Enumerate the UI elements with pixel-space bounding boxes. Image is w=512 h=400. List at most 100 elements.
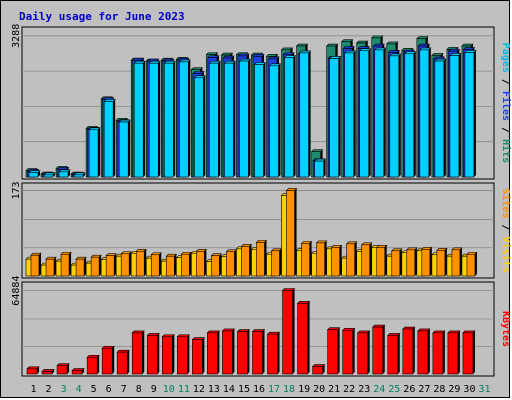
panel-visits-axis-label-part-2: Visits: [500, 237, 511, 273]
x-tick-label-12: 12: [193, 384, 205, 395]
x-tick-label-29: 29: [448, 384, 460, 395]
bar-pages-day-3: [58, 169, 71, 178]
bar-kbytes-day-29: [447, 330, 461, 375]
bar-pages-day-15: [238, 58, 252, 178]
bar-sites-day-1: [30, 252, 42, 277]
bar-kbytes-day-6: [101, 346, 115, 375]
bar-kbytes-day-7: [116, 349, 130, 375]
bar-sites-day-3: [60, 251, 72, 277]
x-tick-label-11: 11: [178, 384, 190, 395]
bar-kbytes-day-2: [41, 369, 55, 375]
bar-pages-day-29: [449, 53, 462, 178]
bar-sites-day-17: [270, 248, 283, 277]
bar-kbytes-day-12: [191, 337, 206, 375]
x-tick-label-13: 13: [208, 384, 220, 395]
bar-kbytes-day-19: [296, 301, 311, 375]
x-tick-label-15: 15: [238, 384, 250, 395]
bar-kbytes-day-8: [131, 330, 145, 375]
x-tick-label-31: 31: [478, 384, 490, 395]
bar-pages-day-16: [253, 62, 267, 178]
bar-pages-day-26: [404, 51, 417, 178]
bar-pages-day-6: [103, 99, 116, 178]
bar-pages-day-12: [193, 75, 207, 178]
x-tick-label-27: 27: [418, 384, 430, 395]
bar-kbytes-day-5: [86, 354, 100, 375]
bar-kbytes-day-30: [462, 330, 476, 375]
panel-hits-axis-label-part-2: Files: [500, 91, 511, 121]
bar-sites-day-24: [376, 245, 388, 277]
bar-sites-day-23: [360, 242, 373, 277]
bar-kbytes-day-26: [402, 326, 416, 375]
bar-kbytes-day-14: [221, 328, 236, 375]
bar-pages-day-5: [88, 127, 101, 178]
panel-visits: 173 Sites / Visits: [11, 181, 511, 279]
x-tick-label-28: 28: [433, 384, 445, 395]
x-tick-label-16: 16: [253, 384, 265, 395]
bar-kbytes-day-16: [251, 329, 266, 375]
x-tick-label-8: 8: [136, 384, 142, 395]
panel-hits-axis-label-part-4: Hits: [500, 139, 511, 163]
x-tick-label-17: 17: [268, 384, 280, 395]
panel-visits-axis-label-part-0: Sites: [500, 188, 511, 218]
bar-kbytes-day-17: [266, 331, 281, 375]
bar-pages-day-19: [298, 50, 312, 178]
bar-pages-day-30: [464, 50, 477, 178]
x-tick-label-7: 7: [121, 384, 127, 395]
bar-sites-day-13: [210, 253, 223, 277]
x-tick-label-1: 1: [31, 384, 37, 395]
x-tick-label-3: 3: [61, 384, 67, 395]
series-sites: [30, 188, 478, 277]
bar-sites-day-30: [466, 251, 478, 277]
bar-kbytes-day-27: [417, 328, 431, 375]
bar-sites-day-18: [285, 188, 298, 277]
bar-kbytes-day-9: [146, 333, 160, 375]
bar-kbytes-day-15: [236, 329, 251, 375]
bar-pages-day-18: [283, 55, 297, 178]
x-tick-label-26: 26: [403, 384, 415, 395]
bar-pages-day-7: [118, 119, 131, 178]
chart-panels: 3288 Pages / Files / Hits 173 Sites / Visit…: [11, 24, 511, 377]
bar-sites-day-19: [300, 241, 313, 277]
panel-hits-axis-label-part-3: /: [500, 121, 511, 139]
bar-kbytes-day-25: [387, 333, 401, 375]
bar-pages-day-1: [28, 170, 41, 178]
x-tick-label-21: 21: [328, 384, 340, 395]
panel-hits: 3288 Pages / Files / Hits: [11, 24, 511, 180]
bar-kbytes-day-1: [26, 366, 40, 375]
bar-pages-day-10: [163, 60, 177, 178]
x-tick-label-22: 22: [343, 384, 355, 395]
bar-kbytes-day-10: [161, 334, 176, 375]
panel-visits-axis-label: Sites / Visits: [500, 188, 511, 272]
bar-pages-day-21: [328, 56, 342, 178]
bar-kbytes-day-20: [311, 364, 326, 375]
bar-pages-day-9: [148, 60, 161, 178]
panel-hits-axis-label-part-1: /: [500, 73, 511, 91]
bar-kbytes-day-23: [356, 330, 371, 375]
x-tick-label-20: 20: [313, 384, 325, 395]
bar-sites-day-11: [180, 251, 193, 277]
bar-kbytes-day-28: [432, 330, 446, 375]
bar-pages-day-13: [208, 60, 222, 178]
bar-pages-day-14: [223, 60, 237, 178]
bar-kbytes-day-21: [326, 327, 341, 375]
x-tick-label-25: 25: [388, 384, 400, 395]
x-tick-label-6: 6: [106, 384, 112, 395]
bar-pages-day-11: [178, 59, 192, 178]
bar-sites-day-4: [75, 256, 87, 277]
x-tick-label-9: 9: [151, 384, 157, 395]
x-tick-label-4: 4: [76, 384, 82, 395]
panel-visits-axis-label-part-1: /: [500, 218, 511, 236]
x-axis-day-labels: 1 2 3 4 5 6 7 8 9 10 11 12 13 14 15 16 17 18 19 20 21 22 23 24 2…: [31, 384, 491, 395]
bar-sites-day-5: [90, 254, 102, 277]
bar-pages-day-27: [419, 47, 432, 178]
bar-kbytes-day-11: [176, 334, 191, 375]
x-tick-label-30: 30: [463, 384, 475, 395]
bar-sites-day-21: [330, 245, 343, 277]
bar-sites-day-20: [315, 240, 328, 277]
x-tick-label-24: 24: [373, 384, 385, 395]
panel-kbytes-max-label: 64884: [11, 276, 22, 306]
bar-sites-day-25: [391, 248, 403, 277]
x-tick-label-2: 2: [46, 384, 52, 395]
